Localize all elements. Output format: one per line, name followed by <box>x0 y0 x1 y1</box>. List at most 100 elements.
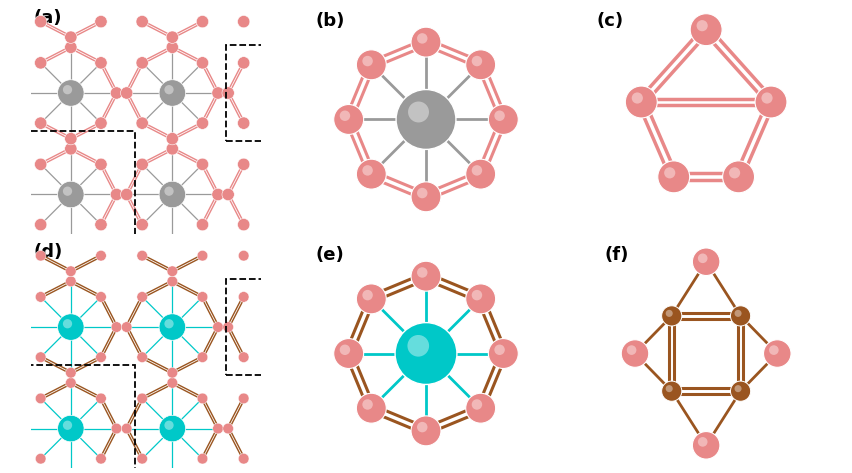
Circle shape <box>334 339 364 368</box>
Circle shape <box>417 422 428 432</box>
Circle shape <box>95 117 107 129</box>
Circle shape <box>356 159 386 189</box>
Circle shape <box>362 165 373 175</box>
Circle shape <box>466 393 496 423</box>
Circle shape <box>658 161 689 193</box>
Circle shape <box>466 284 496 314</box>
Circle shape <box>121 423 132 434</box>
Circle shape <box>662 381 682 401</box>
Circle shape <box>95 250 106 261</box>
Circle shape <box>66 276 76 287</box>
Circle shape <box>196 219 209 231</box>
Circle shape <box>58 314 84 340</box>
Circle shape <box>166 41 179 53</box>
Circle shape <box>197 454 208 464</box>
Circle shape <box>729 167 740 178</box>
Circle shape <box>472 165 482 175</box>
Circle shape <box>239 454 249 464</box>
Circle shape <box>36 454 46 464</box>
Circle shape <box>164 420 174 430</box>
Circle shape <box>395 323 457 385</box>
Circle shape <box>35 16 47 28</box>
Circle shape <box>159 80 186 106</box>
Circle shape <box>95 16 107 28</box>
Circle shape <box>212 87 224 99</box>
Circle shape <box>665 310 673 317</box>
Circle shape <box>213 423 223 434</box>
Bar <box>226 45 322 141</box>
Circle shape <box>238 57 250 69</box>
Circle shape <box>136 16 148 28</box>
Circle shape <box>95 57 107 69</box>
Bar <box>226 279 322 375</box>
Circle shape <box>110 188 123 201</box>
Circle shape <box>472 399 482 410</box>
Circle shape <box>65 143 77 155</box>
Circle shape <box>472 56 482 66</box>
Bar <box>20 365 135 473</box>
Circle shape <box>356 393 386 423</box>
Circle shape <box>356 50 386 80</box>
Circle shape <box>238 117 250 129</box>
Circle shape <box>159 181 186 208</box>
Circle shape <box>627 345 636 355</box>
Text: (d): (d) <box>33 244 63 262</box>
Circle shape <box>769 345 779 355</box>
Circle shape <box>95 393 106 403</box>
Circle shape <box>137 250 147 261</box>
Circle shape <box>63 420 72 430</box>
Circle shape <box>36 352 46 362</box>
Circle shape <box>58 181 84 208</box>
Circle shape <box>63 85 72 94</box>
Circle shape <box>196 16 209 28</box>
Circle shape <box>196 158 209 171</box>
Circle shape <box>763 340 791 368</box>
Circle shape <box>95 352 106 362</box>
Circle shape <box>95 158 107 171</box>
Circle shape <box>112 322 122 333</box>
Circle shape <box>762 92 773 104</box>
Circle shape <box>621 340 648 368</box>
Circle shape <box>36 393 46 403</box>
Circle shape <box>121 322 132 333</box>
Circle shape <box>197 292 208 302</box>
Circle shape <box>730 306 751 326</box>
Text: (b): (b) <box>316 12 345 30</box>
Text: (a): (a) <box>33 9 62 27</box>
Circle shape <box>239 393 249 403</box>
Circle shape <box>212 188 224 201</box>
Circle shape <box>494 344 505 355</box>
Circle shape <box>417 33 428 44</box>
Circle shape <box>213 322 223 333</box>
Circle shape <box>197 250 208 261</box>
Circle shape <box>166 31 179 44</box>
Text: (c): (c) <box>596 12 623 30</box>
Circle shape <box>167 266 177 277</box>
Circle shape <box>66 266 76 277</box>
Circle shape <box>755 86 787 118</box>
Circle shape <box>222 87 234 99</box>
Circle shape <box>166 143 179 155</box>
Circle shape <box>196 117 209 129</box>
Circle shape <box>65 31 77 44</box>
Circle shape <box>223 322 233 333</box>
Circle shape <box>693 248 720 275</box>
Circle shape <box>35 219 47 231</box>
Circle shape <box>356 284 386 314</box>
Circle shape <box>698 254 707 263</box>
Circle shape <box>238 219 250 231</box>
Circle shape <box>137 292 147 302</box>
Circle shape <box>734 310 741 317</box>
Circle shape <box>238 16 250 28</box>
Circle shape <box>494 111 505 121</box>
Circle shape <box>340 111 350 121</box>
Circle shape <box>411 182 441 212</box>
Circle shape <box>136 57 148 69</box>
Circle shape <box>164 319 174 328</box>
Circle shape <box>665 385 673 392</box>
Circle shape <box>164 186 174 196</box>
Circle shape <box>120 87 133 99</box>
Circle shape <box>466 159 496 189</box>
Circle shape <box>167 377 177 388</box>
Circle shape <box>95 292 106 302</box>
